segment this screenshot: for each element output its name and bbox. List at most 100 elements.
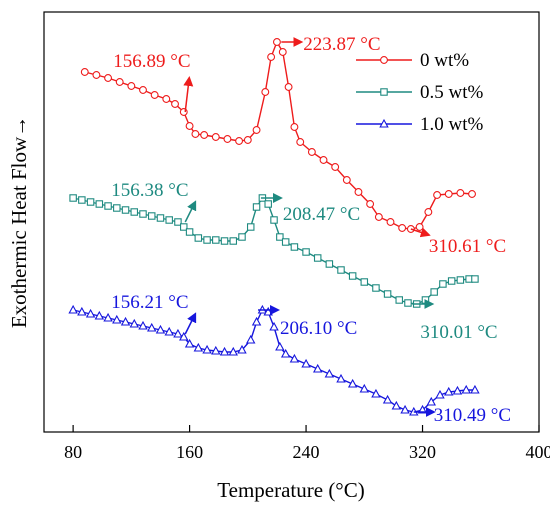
data-point [275, 341, 285, 351]
annotation-label: 156.21 °C [111, 292, 188, 313]
data-point [78, 196, 86, 204]
data-point [138, 320, 148, 330]
data-point [426, 396, 436, 406]
data-point [456, 189, 465, 197]
data-point [179, 331, 189, 341]
legend-entry-0: 0 wt% [356, 50, 469, 71]
data-point [348, 272, 357, 280]
annotation-label: 223.87 °C [303, 34, 380, 55]
data-point [112, 314, 122, 324]
data-point [203, 236, 211, 244]
annotation-3: 156.38 °C [111, 180, 197, 223]
data-point [270, 216, 278, 224]
data-point [185, 228, 194, 236]
data-point [391, 400, 402, 410]
data-point [202, 344, 212, 354]
data-point [325, 260, 334, 268]
data-point [251, 316, 262, 326]
data-point [139, 210, 147, 218]
data-point [456, 276, 465, 284]
annotation-arrow [184, 200, 197, 223]
data-point [280, 348, 291, 358]
data-point [130, 208, 139, 216]
data-point [342, 176, 351, 184]
data-point [237, 344, 247, 354]
data-point [415, 223, 424, 231]
data-point [219, 346, 230, 356]
data-point [444, 386, 454, 396]
data-point [164, 326, 174, 336]
data-point [421, 296, 430, 304]
data-point [278, 48, 287, 56]
data-point [139, 86, 147, 94]
data-point [162, 95, 171, 103]
data-point [193, 342, 204, 352]
data-point [371, 388, 381, 398]
data-point [276, 233, 284, 241]
data-point [92, 71, 101, 79]
data-point [471, 275, 479, 283]
data-point [185, 122, 194, 130]
legend-entry-2: 1.0 wt% [356, 114, 484, 135]
data-point [261, 88, 270, 96]
legend-entry-1: 0.5 wt% [356, 82, 484, 103]
data-point [264, 200, 272, 208]
data-point [246, 334, 256, 344]
data-point [238, 233, 246, 241]
annotation-label: 310.61 °C [429, 236, 506, 257]
data-point [103, 312, 113, 322]
annotation-label: 208.47 °C [283, 204, 360, 225]
data-point [191, 130, 200, 138]
data-point [155, 324, 166, 334]
data-point [104, 202, 112, 210]
data-point [120, 316, 131, 326]
data-point [165, 216, 173, 224]
annotation-label: 156.89 °C [113, 51, 190, 72]
data-point [324, 368, 335, 378]
annotation-1: 223.87 °C [281, 34, 381, 55]
annotation-7: 206.10 °C [258, 305, 357, 339]
data-point [439, 280, 447, 288]
data-point [337, 266, 345, 274]
plot-frame [43, 11, 540, 433]
data-point [77, 306, 87, 316]
data-point [430, 288, 438, 296]
data-point [211, 133, 220, 141]
legend-label: 0 wt% [420, 50, 469, 71]
data-point [379, 118, 389, 128]
data-point [347, 378, 358, 388]
annotation-4: 208.47 °C [260, 193, 360, 225]
data-point [235, 137, 244, 145]
data-point [312, 363, 323, 373]
data-point [80, 68, 89, 76]
data-point [395, 296, 403, 304]
data-point [284, 83, 293, 91]
x-tick-label: 80 [64, 442, 82, 462]
data-point [252, 203, 261, 211]
data-point [336, 373, 346, 383]
data-point [374, 213, 383, 221]
x-axis-label: Temperature (°C) [217, 478, 364, 502]
data-point [94, 310, 105, 320]
annotation-arrow [183, 76, 194, 113]
data-point [223, 135, 232, 143]
data-point [228, 346, 238, 356]
data-point [85, 308, 96, 318]
data-point [174, 218, 182, 226]
x-axis-ticks: 80 160 240 320 400 [64, 425, 550, 462]
data-point [383, 290, 392, 298]
data-point [147, 212, 156, 220]
data-point [447, 277, 456, 285]
data-point [461, 384, 471, 394]
data-point [211, 345, 221, 355]
series-layer [68, 38, 480, 416]
data-point [354, 188, 363, 196]
data-point [400, 404, 410, 414]
data-point [290, 243, 299, 251]
data-point [212, 236, 220, 244]
data-point [380, 56, 388, 64]
data-point [95, 200, 104, 208]
data-point [386, 218, 395, 226]
data-point [147, 322, 157, 332]
